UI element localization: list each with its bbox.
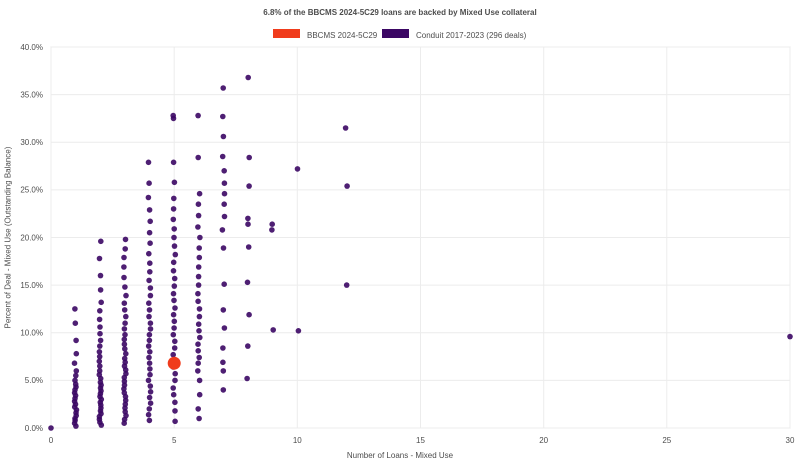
svg-text:25: 25 (662, 436, 671, 445)
svg-text:20.0%: 20.0% (20, 233, 43, 242)
svg-text:30: 30 (786, 436, 795, 445)
svg-text:15: 15 (416, 436, 425, 445)
svg-text:20: 20 (539, 436, 548, 445)
svg-text:35.0%: 35.0% (20, 90, 43, 99)
svg-text:15.0%: 15.0% (20, 281, 43, 290)
svg-text:25.0%: 25.0% (20, 186, 43, 195)
svg-text:30.0%: 30.0% (20, 138, 43, 147)
svg-text:0.0%: 0.0% (25, 424, 43, 433)
svg-text:0: 0 (49, 436, 54, 445)
svg-text:10.0%: 10.0% (20, 329, 43, 338)
svg-text:10: 10 (293, 436, 302, 445)
svg-text:40.0%: 40.0% (20, 43, 43, 52)
svg-text:5: 5 (172, 436, 177, 445)
svg-text:5.0%: 5.0% (25, 376, 43, 385)
